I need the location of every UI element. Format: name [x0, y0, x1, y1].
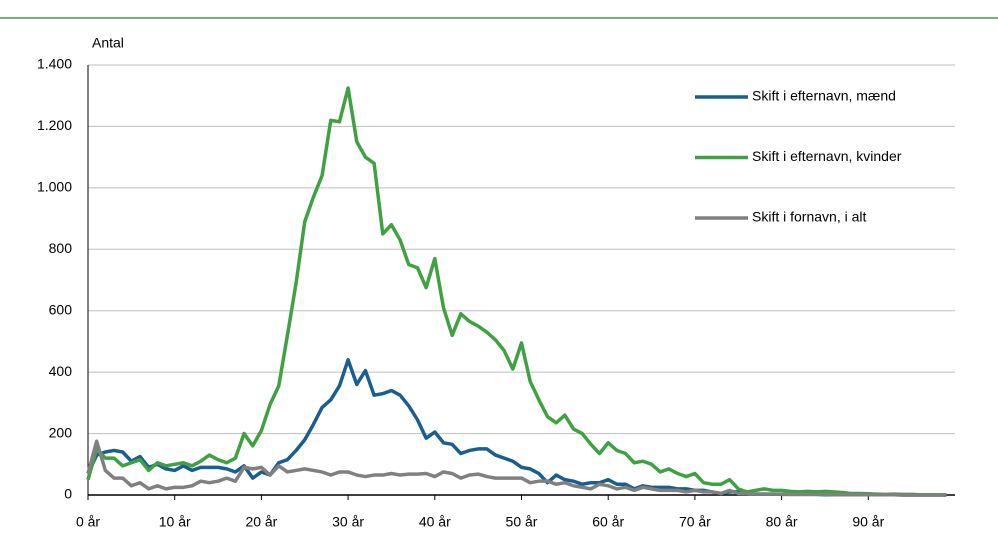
- x-tick-label: 0 år: [76, 514, 100, 530]
- y-tick-label: 1.400: [37, 56, 72, 72]
- x-tick-label: 90 år: [852, 514, 884, 530]
- y-tick-label: 1.000: [37, 179, 72, 195]
- y-tick-label: 800: [49, 240, 73, 256]
- x-tick-label: 40 år: [419, 514, 451, 530]
- x-tick-label: 10 år: [159, 514, 191, 530]
- x-tick-label: 20 år: [245, 514, 277, 530]
- x-tick-label: 70 år: [679, 514, 711, 530]
- x-tick-label: 30 år: [332, 514, 364, 530]
- series-line: [86, 439, 947, 497]
- y-tick-label: 1.200: [37, 117, 72, 133]
- legend-label: Skift i efternavn, kvinder: [752, 148, 902, 164]
- y-axis-label: Antal: [92, 35, 124, 51]
- x-tick-label: 50 år: [506, 514, 538, 530]
- y-tick-label: 0: [64, 486, 72, 502]
- y-tick-label: 200: [49, 424, 73, 440]
- y-tick-label: 400: [49, 363, 73, 379]
- series-line: [86, 358, 947, 497]
- x-tick-label: 60 år: [592, 514, 624, 530]
- x-tick-label: 80 år: [766, 514, 798, 530]
- y-tick-label: 600: [49, 301, 73, 317]
- legend-label: Skift i fornavn, i alt: [752, 209, 866, 225]
- legend-label: Skift i efternavn, mænd: [752, 88, 896, 104]
- series-line: [86, 86, 947, 497]
